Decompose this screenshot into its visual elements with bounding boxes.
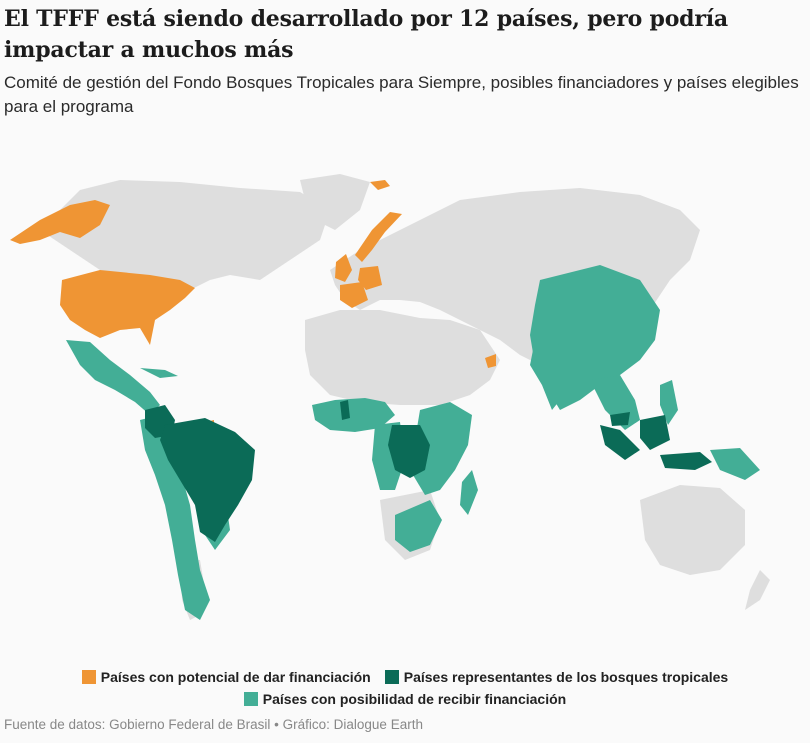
country-germany: [358, 266, 382, 290]
chart-subtitle: Comité de gestión del Fondo Bosques Trop…: [4, 73, 799, 116]
legend-row-bottom: Países con posibilidad de recibir financ…: [0, 688, 810, 710]
north-africa-land: [305, 310, 500, 405]
funders-layer: [10, 180, 496, 433]
region-andes-south-america: [140, 415, 210, 620]
region-west-africa: [312, 398, 395, 432]
representatives-layer: [145, 400, 712, 542]
region-papua: [710, 448, 760, 480]
legend-label-funders: Países con potencial de dar financiación: [100, 669, 371, 685]
country-drc: [388, 425, 430, 478]
legend-item-funders: Países con potencial de dar financiación: [81, 669, 371, 685]
country-malaysia: [610, 412, 630, 426]
legend-label-representatives: Países representantes de los bosques tro…: [403, 669, 729, 685]
country-uae: [485, 354, 496, 368]
legend-swatch-funders: [81, 670, 96, 684]
country-norway: [355, 212, 402, 262]
world-map: [10, 174, 770, 620]
source-note: Fuente de datos: Gobierno Federal de Bra…: [4, 717, 423, 732]
country-indonesia-borneo: [640, 415, 670, 450]
legend: Países con potencial de dar financiación…: [0, 666, 810, 710]
region-east-africa: [410, 402, 472, 495]
legend-row-top: Países con potencial de dar financiación…: [0, 666, 810, 688]
legend-swatch-recipients: [243, 692, 258, 706]
legend-label-recipients: Países con posibilidad de recibir financ…: [262, 691, 567, 707]
north-america-land: [40, 180, 330, 290]
region-mexico-central-america: [66, 340, 160, 415]
country-usa: [60, 270, 195, 345]
chart-title: El TFFF está siendo desarrollado por 12 …: [4, 6, 728, 63]
region-south-africa: [395, 500, 442, 552]
legend-item-recipients: Países con posibilidad de recibir financ…: [243, 691, 567, 707]
region-caribbean: [140, 368, 178, 378]
country-indonesia-west: [600, 425, 640, 460]
greenland-land: [300, 174, 370, 230]
country-ghana: [340, 400, 350, 420]
legend-swatch-representatives: [384, 670, 399, 684]
legend-item-representatives: Países representantes de los bosques tro…: [384, 669, 729, 685]
country-france: [340, 282, 368, 308]
country-uk: [335, 254, 352, 282]
region-india: [530, 340, 575, 410]
new-zealand-land: [745, 570, 770, 610]
region-madagascar: [460, 470, 478, 515]
country-indonesia-east: [660, 452, 712, 470]
country-alaska: [10, 200, 110, 244]
region-philippines: [660, 380, 678, 425]
australia-land: [640, 485, 745, 575]
country-svalbard: [370, 180, 390, 190]
country-brazil: [160, 418, 255, 542]
